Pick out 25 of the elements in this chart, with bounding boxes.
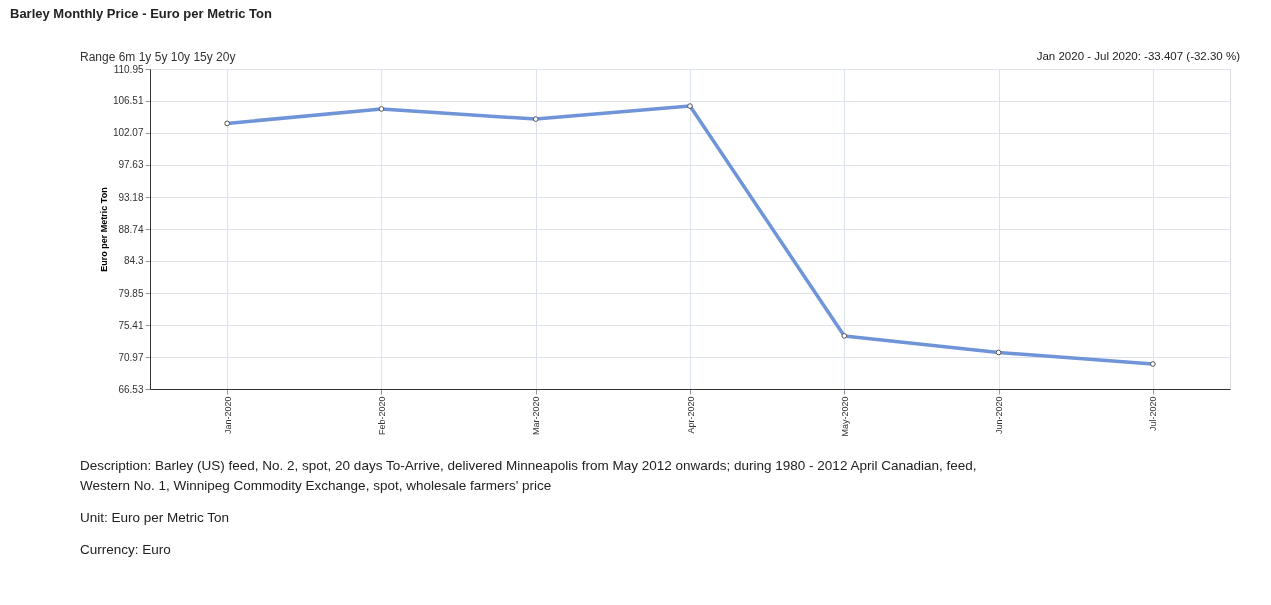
x-tick-label: Mar-2020 — [531, 396, 542, 436]
y-tick-label: 102.07 — [112, 127, 144, 139]
y-tick-label: 110.95 — [113, 63, 144, 75]
y-tick-label: 88.74 — [118, 223, 144, 235]
text: Currency: Euro — [80, 542, 171, 557]
y-tick-label: 66.53 — [118, 383, 144, 395]
text: Description: Barley (US) feed, No. 2, spot, 20 days To-Arrive, delivered Minneapolis from May 2012 onwards; during 1980 - 2012 April Canadian, feed, Western No. 1, Winnipeg Commodity Exchange, spot, wholesale farmers' price — [80, 458, 977, 493]
x-tick-label: Jan-2020 — [222, 396, 233, 435]
x-tick-label: Apr-2020 — [685, 396, 696, 434]
y-tick-label: 70.97 — [118, 351, 144, 363]
y-tick-label: 84.3 — [124, 255, 144, 267]
text: Range 6m 1y 5y 10y 15y 20y — [80, 50, 236, 64]
y-tick-label: 79.85 — [118, 287, 144, 299]
y-tick-label: 93.18 — [118, 191, 144, 203]
y-tick-label: 75.41 — [118, 319, 144, 331]
y-tick-label: 97.63 — [118, 159, 144, 171]
x-tick-label: Feb-2020 — [376, 396, 387, 436]
x-tick-label: May-2020 — [839, 396, 850, 437]
chart-title: Barley Monthly Price - Euro per Metric Ton — [10, 6, 273, 21]
x-tick-label: Jun-2020 — [994, 396, 1005, 435]
text: Unit: Euro per Metric Ton — [80, 510, 230, 525]
y-tick-label: 106.51 — [112, 95, 144, 107]
x-tick-label: Jul-2020 — [1148, 396, 1159, 432]
text: Jan 2020 - Jul 2020: -33.407 (-32.30 %) — [1036, 50, 1241, 62]
y-axis-title: Euro per Metric Ton — [98, 187, 109, 272]
